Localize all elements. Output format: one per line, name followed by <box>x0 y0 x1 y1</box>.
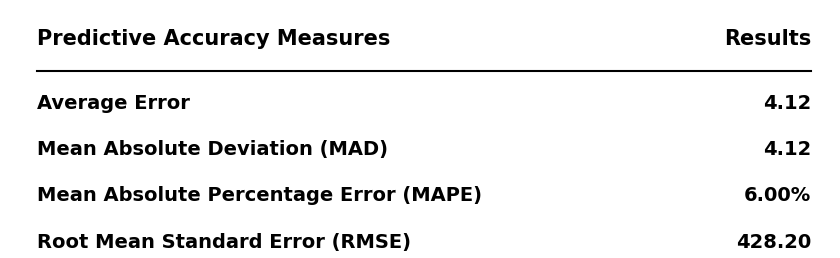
Text: 4.12: 4.12 <box>763 140 811 159</box>
Text: Results: Results <box>723 29 811 49</box>
Text: Mean Absolute Percentage Error (MAPE): Mean Absolute Percentage Error (MAPE) <box>38 187 482 205</box>
Text: 4.12: 4.12 <box>763 94 811 113</box>
Text: 428.20: 428.20 <box>736 232 811 252</box>
Text: Root Mean Standard Error (RMSE): Root Mean Standard Error (RMSE) <box>38 232 412 252</box>
Text: 6.00%: 6.00% <box>743 187 811 205</box>
Text: Mean Absolute Deviation (MAD): Mean Absolute Deviation (MAD) <box>38 140 388 159</box>
Text: Predictive Accuracy Measures: Predictive Accuracy Measures <box>38 29 391 49</box>
Text: Average Error: Average Error <box>38 94 191 113</box>
